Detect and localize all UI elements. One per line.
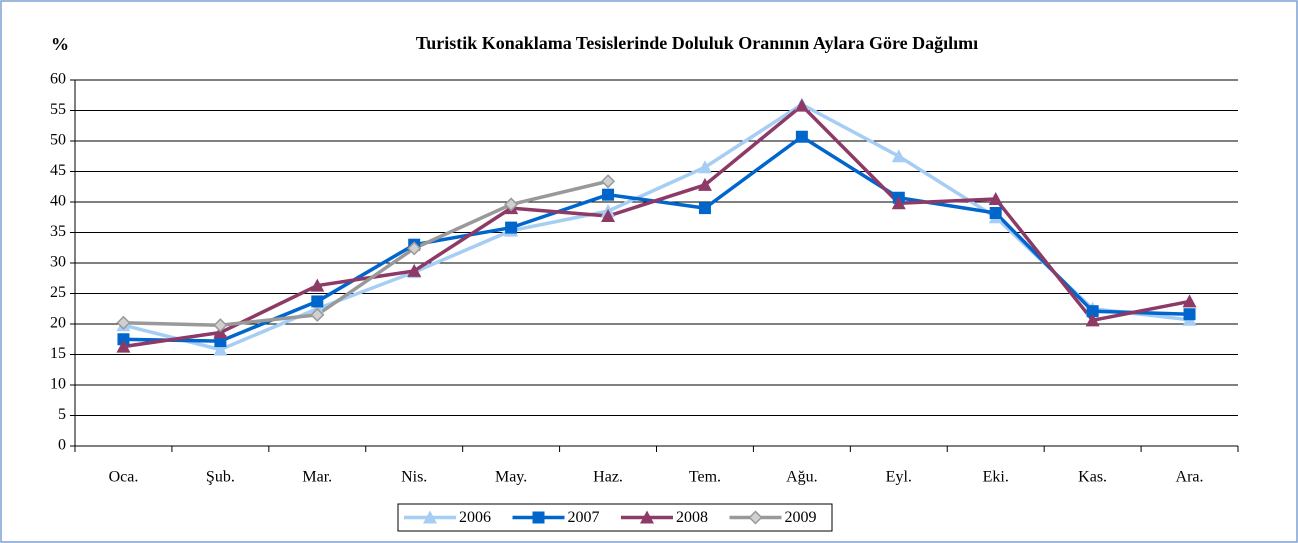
- data-point: [407, 263, 422, 277]
- legend-marker: [532, 511, 545, 524]
- y-axis-label: %: [51, 34, 69, 54]
- legend-marker: [748, 510, 763, 525]
- data-point: [891, 196, 906, 210]
- y-tick-label: 0: [58, 437, 66, 454]
- data-point: [795, 130, 808, 143]
- data-point: [697, 177, 712, 191]
- y-tick-label: 60: [50, 71, 66, 88]
- data-point: [1182, 294, 1197, 308]
- data-point: [310, 278, 325, 292]
- x-tick-label: Haz.: [593, 469, 623, 486]
- data-point: [505, 221, 518, 234]
- chart-title: Turistik Konaklama Tesislerinde Doluluk …: [416, 33, 978, 53]
- data-point: [794, 98, 809, 112]
- series-line: [123, 179, 609, 327]
- y-tick-label: 55: [50, 101, 66, 118]
- x-tick-label: Eyl.: [886, 469, 912, 486]
- x-tick-label: Mar.: [302, 469, 332, 486]
- y-tick-label: 45: [50, 162, 66, 179]
- x-tick-label: Nis.: [401, 469, 427, 486]
- x-tick-label: Ağu.: [786, 469, 818, 486]
- data-point: [602, 188, 615, 201]
- legend-marker: [640, 510, 654, 524]
- data-point: [1086, 305, 1099, 318]
- data-point: [116, 315, 131, 330]
- y-tick-label: 40: [50, 193, 66, 210]
- data-point: [988, 191, 1003, 205]
- data-point: [891, 149, 906, 163]
- legend-label: 2009: [785, 509, 817, 526]
- y-tick-label: 15: [50, 345, 66, 362]
- data-point: [311, 295, 324, 308]
- data-point: [213, 342, 228, 356]
- data-point: [504, 197, 519, 212]
- legend-label: 2006: [459, 509, 491, 526]
- data-point: [116, 339, 131, 353]
- y-tick-label: 20: [50, 315, 66, 332]
- x-tick-label: Şub.: [206, 469, 235, 486]
- legend-label: 2007: [568, 509, 600, 526]
- legend-label: 2008: [676, 509, 708, 526]
- x-tick-label: Kas.: [1078, 469, 1107, 486]
- x-tick-label: May.: [495, 469, 527, 486]
- legend-marker: [423, 510, 437, 524]
- data-point: [213, 318, 228, 333]
- data-point: [600, 174, 616, 189]
- data-point: [989, 206, 1002, 219]
- y-tick-label: 35: [50, 223, 66, 240]
- x-tick-label: Eki.: [983, 469, 1009, 486]
- x-tick-label: Oca.: [109, 469, 139, 486]
- data-point: [601, 209, 616, 223]
- data-point: [1085, 313, 1100, 327]
- y-tick-label: 25: [50, 284, 66, 301]
- y-tick-label: 30: [50, 254, 66, 271]
- x-tick-label: Tem.: [689, 469, 721, 486]
- series-line: [123, 103, 1190, 349]
- data-point: [117, 333, 130, 346]
- data-point: [407, 241, 422, 256]
- y-tick-label: 5: [58, 406, 66, 423]
- data-point: [310, 307, 325, 322]
- data-point: [1183, 308, 1196, 321]
- data-point: [697, 160, 712, 174]
- x-tick-label: Ara.: [1176, 469, 1204, 486]
- data-point: [698, 202, 711, 215]
- y-tick-label: 50: [50, 132, 66, 149]
- y-tick-label: 10: [50, 376, 66, 393]
